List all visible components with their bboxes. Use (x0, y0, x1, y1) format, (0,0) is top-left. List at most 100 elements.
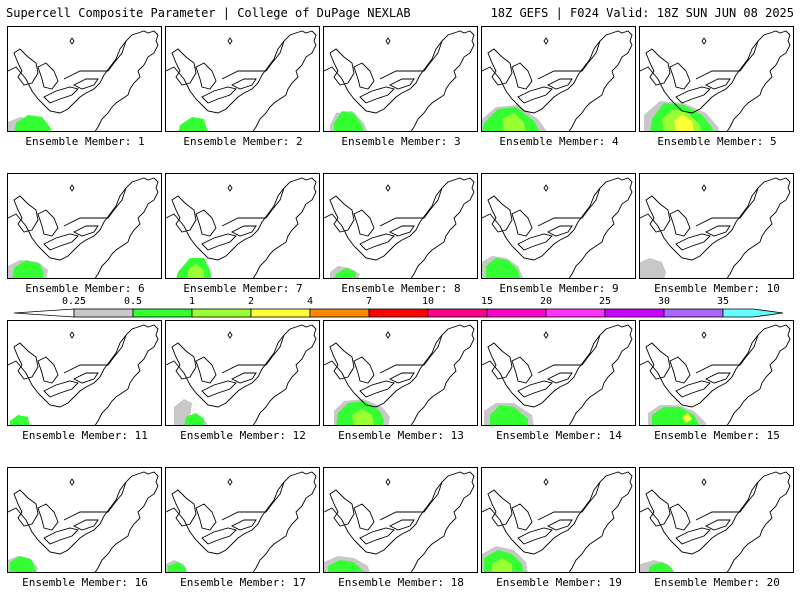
border-line (379, 187, 443, 227)
map-title: Supercell Composite Parameter | College … (6, 6, 411, 20)
lake-outline (517, 86, 553, 104)
lake-outline (201, 86, 237, 104)
coastline (8, 30, 159, 131)
lake-outline (511, 356, 533, 384)
lake-outline (201, 527, 237, 545)
ensemble-member-label: Ensemble Member: 18 (338, 576, 464, 589)
scp-shaded-area (174, 399, 208, 425)
ensemble-member-map-11 (7, 320, 162, 426)
map-svg (640, 177, 791, 278)
coastline (166, 30, 317, 131)
ensemble-member-label: Ensemble Member: 16 (22, 576, 148, 589)
island-outline (543, 184, 549, 192)
colorbar-tick-label: 20 (539, 296, 553, 307)
coastline (324, 30, 475, 131)
scp-shaded-area (184, 413, 204, 425)
island-outline (543, 331, 549, 339)
coastline (324, 324, 475, 425)
ensemble-member-map-19 (481, 467, 636, 573)
island-outline (69, 37, 75, 45)
ensemble-member-label: Ensemble Member: 20 (654, 576, 780, 589)
map-svg (166, 471, 317, 572)
scp-shaded-area (178, 117, 208, 131)
lake-outline (353, 503, 375, 531)
coastline (8, 471, 159, 572)
lake-outline (195, 356, 217, 384)
lake-outline (72, 78, 99, 90)
lake-outline (353, 62, 375, 90)
coastline (640, 471, 791, 572)
ensemble-member-label: Ensemble Member: 10 (654, 282, 780, 295)
lake-outline (171, 489, 197, 527)
border-line (695, 481, 759, 521)
map-svg (8, 471, 159, 572)
border-line (63, 481, 127, 521)
lake-outline (329, 342, 355, 380)
scp-shaded-area (168, 562, 186, 572)
colorbar-segment (545, 308, 606, 318)
colorbar-segment (73, 308, 134, 318)
colorbar-tick-label: 30 (657, 296, 671, 307)
map-svg (8, 30, 159, 131)
ensemble-member-map-20 (639, 467, 794, 573)
ensemble-member-map-5 (639, 26, 794, 132)
scp-shaded-area (682, 413, 692, 423)
map-svg (482, 177, 633, 278)
island-outline (227, 331, 233, 339)
lake-outline (37, 209, 59, 237)
ensemble-member-label: Ensemble Member: 6 (25, 282, 145, 295)
island-outline (227, 37, 233, 45)
border-line (695, 334, 759, 374)
lake-outline (13, 195, 39, 233)
lake-outline (43, 86, 79, 104)
lake-outline (43, 233, 79, 251)
scp-shaded-area (352, 409, 374, 425)
island-outline (543, 478, 549, 486)
scp-shaded-area (14, 115, 52, 131)
colorbar-legend: 0.25 0.5 1 2 4 7 10 15 20 25 30 35 (0, 296, 800, 324)
colorbar-tick-label: 7 (365, 296, 373, 307)
lake-outline (669, 503, 691, 531)
lake-outline (487, 195, 513, 233)
lake-outline (704, 78, 731, 90)
map-svg (640, 471, 791, 572)
island-outline (385, 37, 391, 45)
lake-outline (43, 527, 79, 545)
colorbar-tick-label: 0.25 (61, 296, 87, 307)
colorbar-segment (132, 308, 193, 318)
lake-outline (37, 503, 59, 531)
lake-outline (72, 372, 99, 384)
lake-outline (546, 225, 573, 237)
ensemble-member-label: Ensemble Member: 14 (496, 429, 622, 442)
map-svg (482, 30, 633, 131)
scp-shaded-area (12, 260, 44, 278)
border-line (537, 40, 601, 80)
ensemble-member-label: Ensemble Member: 8 (341, 282, 461, 295)
island-outline (69, 478, 75, 486)
colorbar-segment (191, 308, 252, 318)
lake-outline (511, 209, 533, 237)
border-line (221, 40, 285, 80)
island-outline (385, 478, 391, 486)
ensemble-member-label: Ensemble Member: 1 (25, 135, 145, 148)
scp-shaded-area (334, 268, 356, 278)
border-line (379, 334, 443, 374)
lake-outline (353, 209, 375, 237)
lake-outline (487, 489, 513, 527)
ensemble-member-map-7 (165, 173, 320, 279)
ensemble-member-label: Ensemble Member: 12 (180, 429, 306, 442)
ensemble-member-map-2 (165, 26, 320, 132)
lake-outline (72, 519, 99, 531)
lake-outline (171, 342, 197, 380)
island-outline (701, 331, 707, 339)
lake-outline (329, 48, 355, 86)
colorbar-under-arrow (13, 308, 75, 318)
lake-outline (704, 372, 731, 384)
map-svg (166, 30, 317, 131)
lake-outline (487, 48, 513, 86)
coastline (482, 324, 633, 425)
lake-outline (230, 372, 257, 384)
ensemble-member-map-1 (7, 26, 162, 132)
coastline (324, 471, 475, 572)
ensemble-member-map-4 (481, 26, 636, 132)
